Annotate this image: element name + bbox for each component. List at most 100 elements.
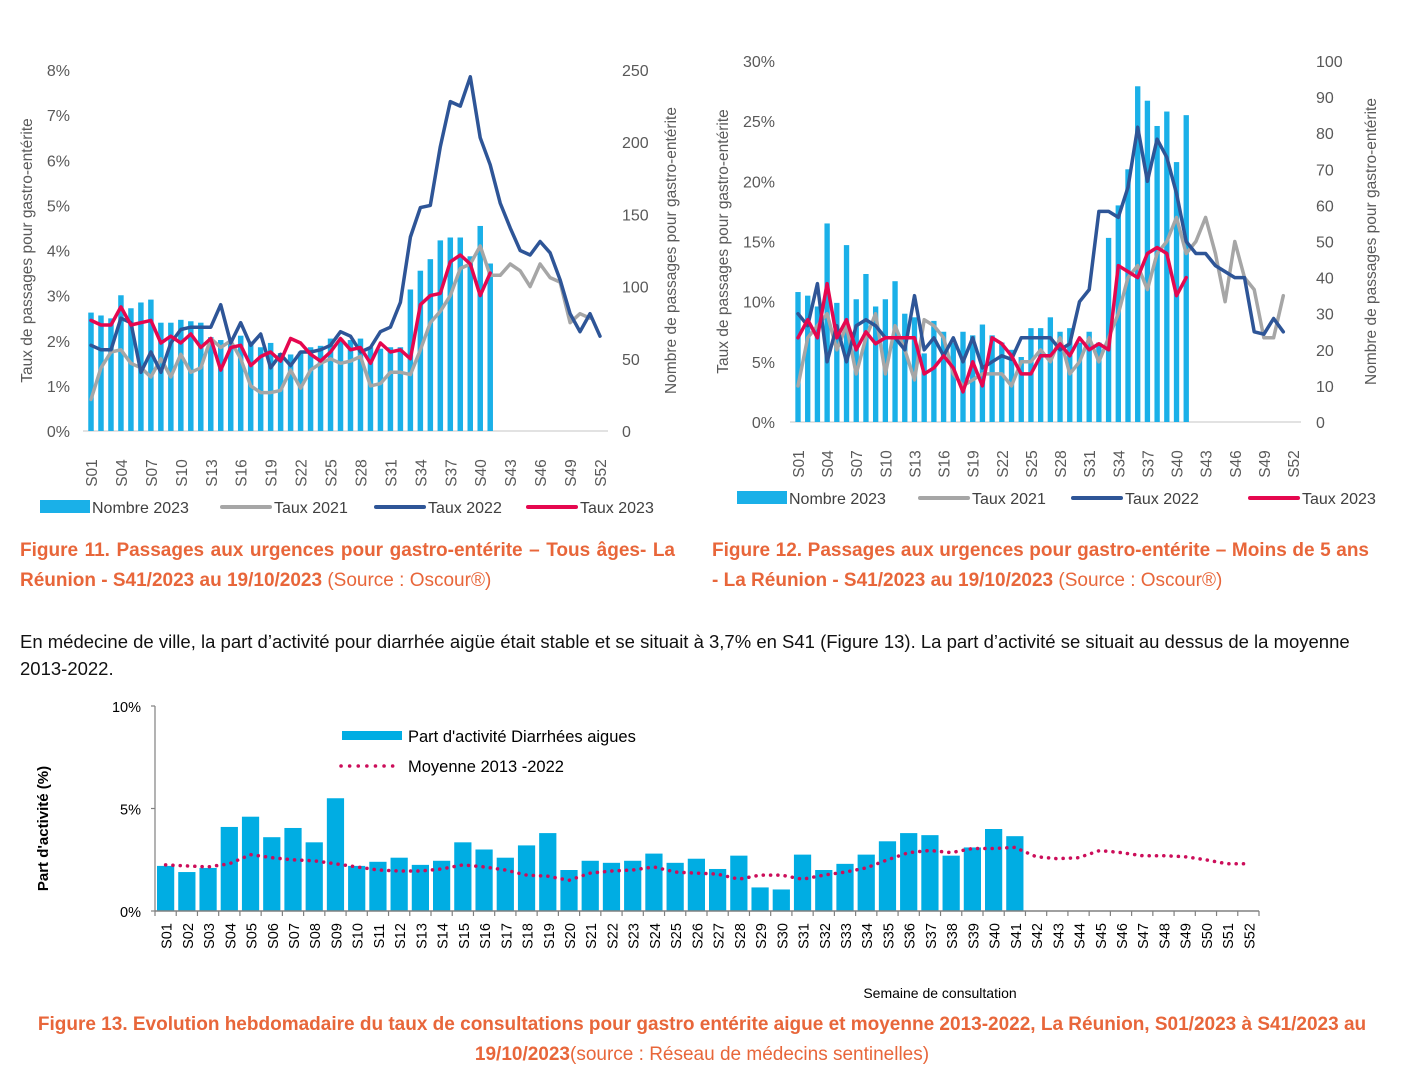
y-axis-title: Taux de passages pour gastro-entérite (19, 118, 36, 383)
line-moyenne-2013-2022 (163, 845, 1251, 883)
bar-nombre-2023 (188, 321, 194, 431)
legend-taux-2022-label: Taux 2022 (428, 500, 502, 517)
figure-12-chart: 0% 5% 10% 15% 20% 25% 30% 0 10 20 30 40 50 60 70 80 90 10… (715, 54, 1380, 508)
x-tick-label: S31 (1082, 450, 1099, 478)
bar-part-activite (220, 826, 238, 911)
x-tick-label: S45 (1094, 923, 1110, 949)
x-tick-label: S31 (797, 923, 813, 949)
x-tick-label: S10 (878, 450, 895, 478)
bar-nombre-2023 (931, 320, 937, 422)
bar-nombre-2023 (377, 348, 384, 431)
x-tick-label: S46 (533, 459, 550, 487)
figure-13-caption: Figure 13. Evolution hebdomadaire du tau… (0, 1010, 1404, 1070)
bar-nombre-2023 (940, 331, 947, 422)
bar-nombre-2023 (287, 354, 294, 431)
bar-nombre-2023 (148, 299, 154, 431)
x-axis-title: Semaine de consultation (863, 985, 1016, 1001)
x-tick-label: S10 (351, 923, 367, 949)
y2-tick-label: 50 (1316, 235, 1334, 252)
x-tick-label: S47 (1136, 923, 1152, 949)
x-tick-label: S43 (1051, 923, 1067, 949)
bar-nombre-2023 (1047, 317, 1054, 422)
bar-nombre-2023 (297, 351, 304, 431)
bar-part-activite (878, 841, 897, 911)
y2-axis-title: Nombre de passages pour gastro-entérite (1363, 98, 1380, 385)
bar-nombre-2023 (1183, 115, 1189, 423)
bar-part-activite (517, 845, 536, 911)
legend-nombre-2023-label: Nombre 2023 (92, 500, 189, 517)
figure-11-caption-title: Figure 11. Passages aux urgences pour ga… (20, 540, 675, 591)
bar-nombre-2023 (337, 338, 344, 431)
x-tick-label: S13 (204, 459, 221, 487)
bar-part-activite (496, 857, 514, 911)
bar-nombre-2023 (1086, 331, 1092, 422)
x-tick-label: S41 (1009, 923, 1025, 949)
x-tick-label: S04 (223, 923, 239, 949)
x-tick-label: S16 (937, 450, 954, 478)
y-axis-title: Taux de passages pour gastro-entérite (715, 109, 732, 374)
bar-nombre-2023 (218, 340, 224, 431)
bar-nombre-2023 (892, 281, 898, 422)
bar-nombre-2023 (1018, 357, 1024, 422)
bar-nombre-2023 (853, 299, 859, 422)
bar-part-activite (666, 862, 684, 911)
x-tick-label: S52 (1286, 450, 1303, 478)
x-tick-label: S19 (542, 923, 558, 949)
bar-part-activite (581, 860, 599, 911)
y2-tick-label: 200 (622, 135, 649, 152)
x-tick-label: S49 (563, 459, 580, 487)
x-tick-label: S28 (353, 459, 370, 487)
bar-nombre-2023 (118, 295, 124, 431)
y-tick-label: 10% (112, 700, 141, 716)
y-tick-label: 2% (47, 334, 70, 351)
bar-nombre-2023 (457, 237, 464, 431)
x-tick-label: S38 (945, 923, 961, 949)
y-tick-label: 5% (120, 803, 141, 819)
bar-nombre-2023 (317, 345, 324, 431)
y-tick-label: 20% (743, 174, 775, 191)
figure-13-chart: 0% 5% 10% Part d'activité (%) S01 S02 S03 S04 S0… (35, 700, 1260, 1001)
x-tick-label: S01 (84, 459, 101, 487)
x-tick-label: S22 (605, 923, 621, 949)
bar-part-activite (815, 870, 833, 911)
bar-nombre-2023 (237, 335, 244, 431)
bar-nombre-2023 (447, 237, 454, 431)
x-tick-label: S05 (245, 923, 261, 949)
y-tick-label: 0% (120, 905, 141, 921)
x-tick-label: S13 (414, 923, 430, 949)
y2-tick-label: 150 (622, 207, 649, 224)
x-tick-label: S46 (1115, 923, 1131, 949)
y2-axis-title: Nombre de passages pour gastro-entérite (663, 107, 680, 394)
bar-nombre-2023 (1144, 100, 1151, 423)
x-tick-label: S25 (324, 459, 341, 487)
legend-moyenne-label: Moyenne 2013 -2022 (408, 758, 564, 776)
x-tick-label: S01 (160, 923, 176, 949)
x-tick-label: S18 (521, 923, 537, 949)
figure-11-caption-source: (Source : Oscour®) (322, 570, 492, 591)
bar-part-activite (411, 864, 429, 911)
bar-nombre-2023 (1154, 125, 1160, 422)
y2-tick-label: 90 (1316, 90, 1334, 107)
y-tick-label: 1% (47, 379, 70, 396)
bar-part-activite (645, 853, 663, 911)
bar-nombre-2023 (1125, 169, 1131, 422)
x-tick-label: S52 (593, 459, 610, 487)
x-tick-label: S40 (1170, 450, 1187, 478)
bar-part-activite (305, 842, 323, 911)
x-tick-label: S46 (1228, 450, 1245, 478)
bar-nombre-2023 (427, 259, 434, 431)
bar-part-activite (433, 860, 451, 911)
x-tick-label: S37 (924, 923, 940, 949)
y2-tick-label: 40 (1316, 271, 1334, 288)
bar-part-activite (709, 868, 727, 911)
y2-tick-label: 100 (1316, 54, 1343, 71)
x-tick-label: S25 (669, 923, 685, 949)
y2-tick-label: 100 (622, 280, 649, 297)
x-tick-label: S40 (988, 923, 1004, 949)
x-tick-label: S22 (995, 450, 1012, 478)
x-tick-label: S19 (264, 459, 281, 487)
x-tick-label: S39 (966, 923, 982, 949)
x-tick-label: S33 (839, 923, 855, 949)
x-tick-label: S25 (1024, 450, 1041, 478)
figure-12-caption-source: (Source : Oscour®) (1053, 570, 1223, 591)
